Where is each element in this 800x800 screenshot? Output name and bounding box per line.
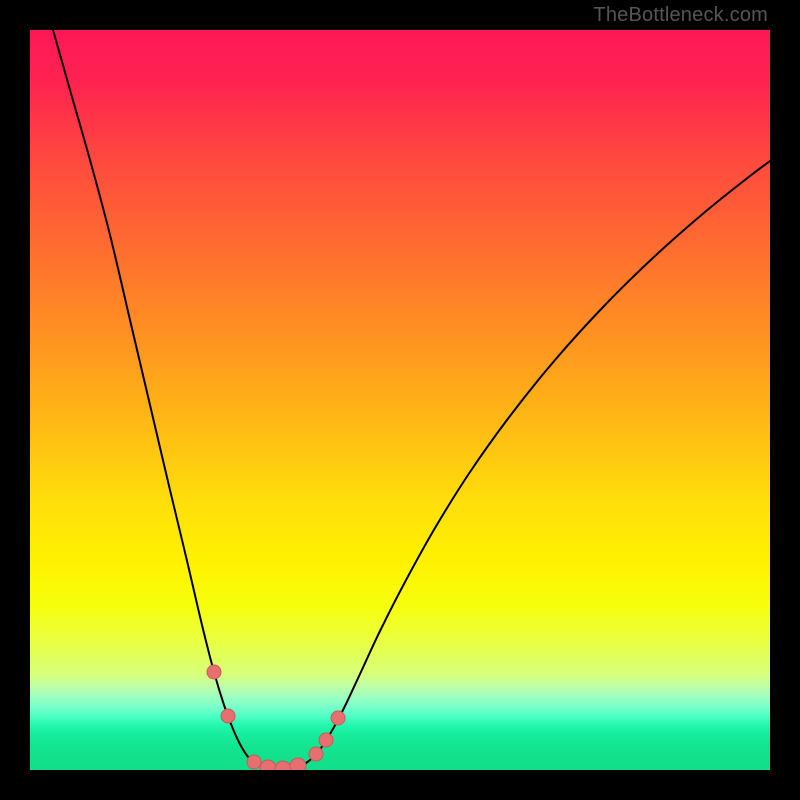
- data-marker: [207, 665, 221, 679]
- frame-border-right: [770, 0, 800, 800]
- frame-border-left: [0, 0, 30, 800]
- frame-border-bottom: [0, 770, 800, 800]
- data-marker: [331, 711, 345, 725]
- curve-left: [53, 30, 280, 769]
- data-marker: [309, 747, 323, 761]
- data-marker: [221, 709, 235, 723]
- watermark-text: TheBottleneck.com: [593, 4, 768, 27]
- data-marker: [319, 733, 333, 747]
- chart-frame: TheBottleneck.com: [0, 0, 800, 800]
- curve-right: [280, 161, 770, 769]
- data-marker: [247, 755, 261, 769]
- chart-svg: [0, 0, 800, 800]
